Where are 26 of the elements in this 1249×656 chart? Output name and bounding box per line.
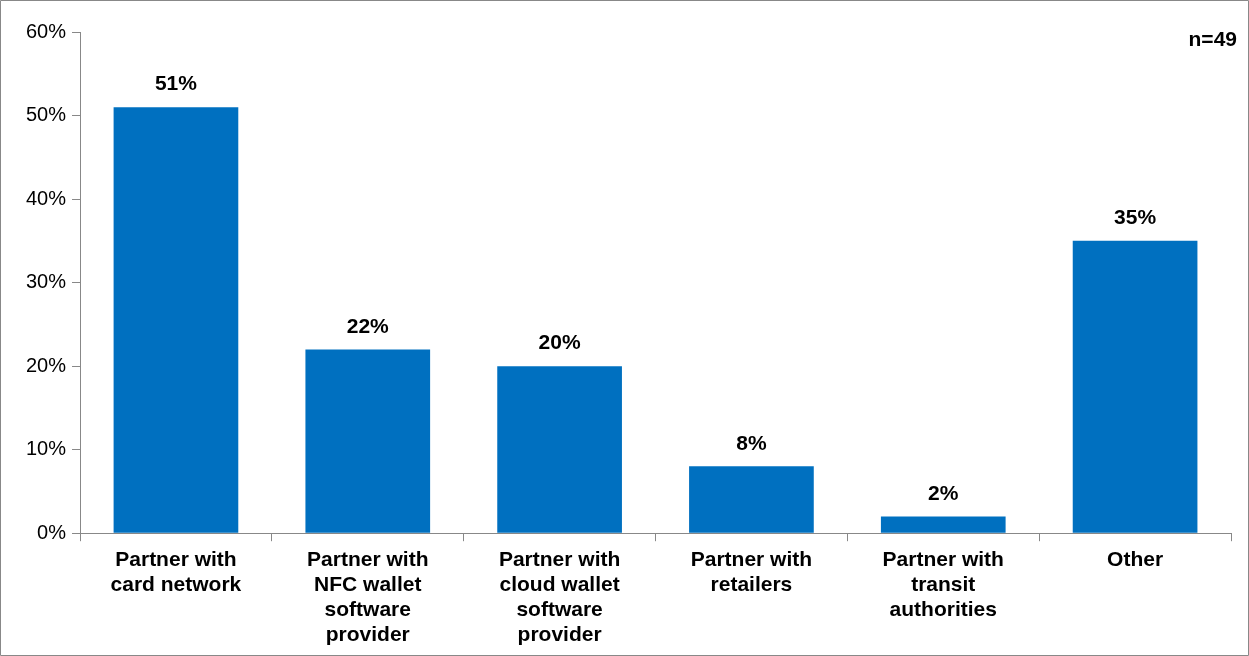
y-tick-label: 0% <box>37 520 67 543</box>
y-tick-label: 40% <box>26 186 67 209</box>
data-label: 20% <box>538 330 581 354</box>
y-tick-label: 60% <box>26 19 67 42</box>
data-label: 8% <box>736 430 767 454</box>
annotation: n=49 <box>1188 27 1237 51</box>
bar <box>689 466 814 533</box>
y-tick-label: 50% <box>26 103 67 126</box>
y-tick-label: 20% <box>26 353 67 376</box>
x-tick-label: Partner with card network <box>110 546 242 595</box>
x-tick-label: Partner with cloud wallet software provider <box>498 546 621 646</box>
bar <box>1072 240 1198 533</box>
data-label: 2% <box>928 480 959 504</box>
bar <box>305 349 431 533</box>
bar <box>880 516 1006 533</box>
bar <box>113 107 239 533</box>
x-tick-label: Partner with NFC wallet software provider <box>307 546 429 646</box>
x-tick-label: Other <box>1107 546 1164 570</box>
data-label: 22% <box>346 313 390 337</box>
y-tick-label: 10% <box>26 437 67 460</box>
data-label: 51% <box>154 71 198 95</box>
bar <box>497 366 622 533</box>
data-label: 35% <box>1114 205 1157 229</box>
x-tick-label: Partner with retailers <box>690 546 813 595</box>
y-tick-label: 30% <box>26 270 67 293</box>
x-tick-label: Partner with transit authorities <box>882 546 1004 620</box>
